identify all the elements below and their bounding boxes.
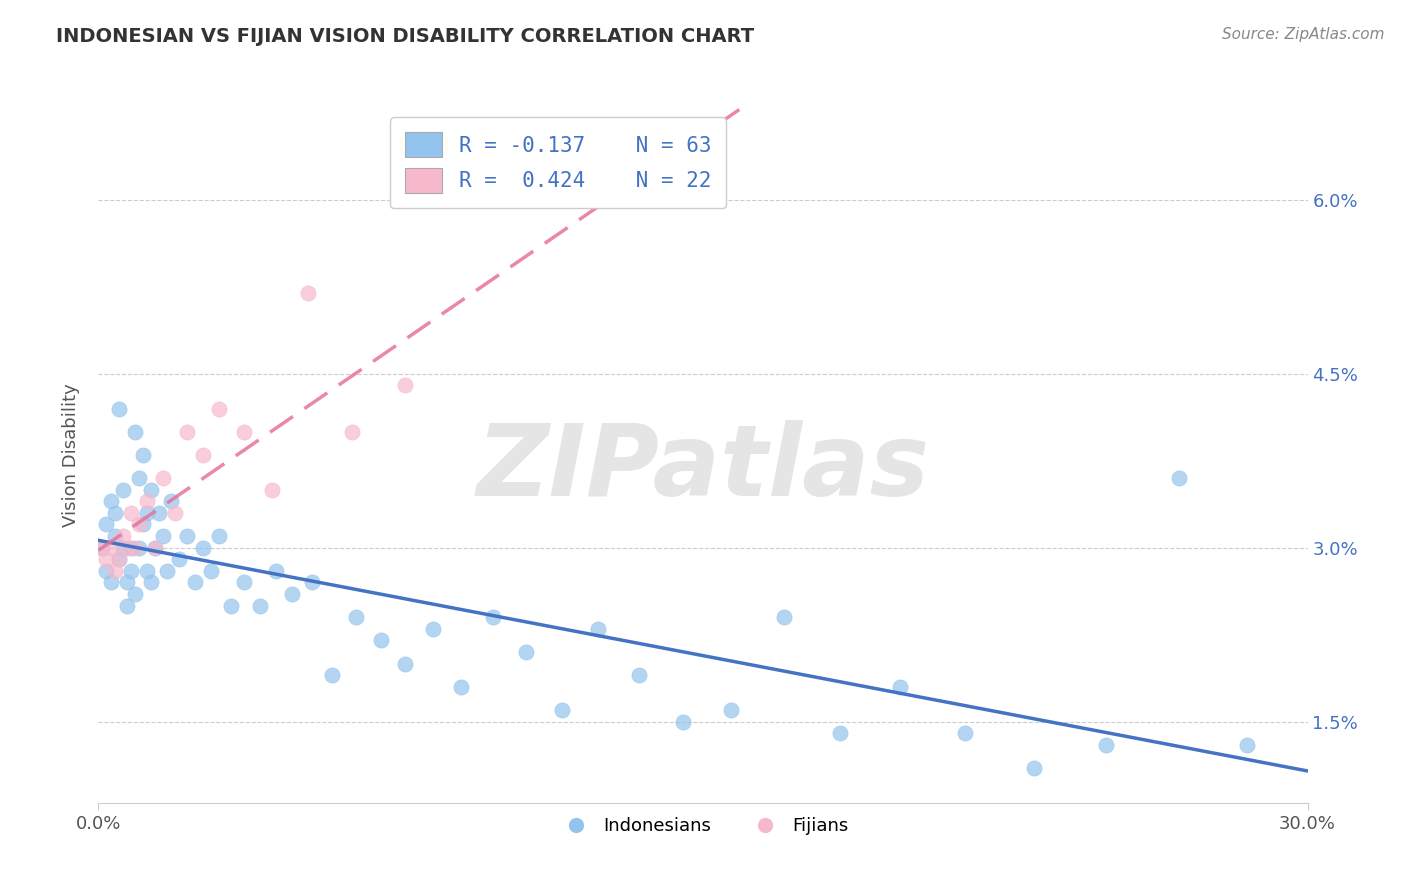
Point bbox=[96, 517, 118, 532]
Point bbox=[124, 425, 146, 439]
Point bbox=[91, 541, 114, 555]
Point bbox=[551, 703, 574, 717]
Point bbox=[107, 552, 129, 566]
Point bbox=[221, 599, 243, 613]
Point bbox=[232, 575, 254, 590]
Point bbox=[672, 714, 695, 729]
Point bbox=[176, 425, 198, 439]
Point bbox=[193, 448, 215, 462]
Point bbox=[128, 517, 150, 532]
Point bbox=[124, 587, 146, 601]
Point bbox=[828, 726, 851, 740]
Point bbox=[135, 506, 157, 520]
Point bbox=[124, 541, 146, 555]
Point bbox=[163, 506, 186, 520]
Point bbox=[1236, 738, 1258, 752]
Y-axis label: Vision Disability: Vision Disability bbox=[62, 383, 80, 527]
Point bbox=[132, 448, 155, 462]
Point bbox=[370, 633, 392, 648]
Text: Source: ZipAtlas.com: Source: ZipAtlas.com bbox=[1222, 27, 1385, 42]
Point bbox=[143, 541, 166, 555]
Point bbox=[96, 552, 118, 566]
Point bbox=[208, 529, 231, 543]
Point bbox=[953, 726, 976, 740]
Point bbox=[128, 471, 150, 485]
Point bbox=[115, 541, 138, 555]
Text: ZIPatlas: ZIPatlas bbox=[477, 420, 929, 517]
Point bbox=[772, 610, 794, 624]
Point bbox=[103, 506, 125, 520]
Point bbox=[176, 529, 198, 543]
Point bbox=[342, 425, 364, 439]
Point bbox=[720, 703, 742, 717]
Point bbox=[152, 529, 174, 543]
Point bbox=[301, 575, 323, 590]
Point bbox=[422, 622, 444, 636]
Point bbox=[264, 564, 287, 578]
Point bbox=[200, 564, 222, 578]
Point bbox=[152, 471, 174, 485]
Point bbox=[249, 599, 271, 613]
Point bbox=[193, 541, 215, 555]
Point bbox=[91, 541, 114, 555]
Point bbox=[260, 483, 283, 497]
Point bbox=[1167, 471, 1189, 485]
Point bbox=[586, 622, 609, 636]
Point bbox=[232, 425, 254, 439]
Point bbox=[184, 575, 207, 590]
Point bbox=[120, 564, 142, 578]
Point bbox=[139, 483, 162, 497]
Point bbox=[281, 587, 304, 601]
Point bbox=[1022, 761, 1045, 775]
Point bbox=[103, 564, 125, 578]
Point bbox=[482, 610, 505, 624]
Point bbox=[156, 564, 179, 578]
Point bbox=[160, 494, 183, 508]
Point bbox=[148, 506, 170, 520]
Point bbox=[515, 645, 537, 659]
Point bbox=[394, 657, 416, 671]
Legend: Indonesians, Fijians: Indonesians, Fijians bbox=[551, 810, 855, 842]
Point bbox=[120, 506, 142, 520]
Point bbox=[115, 599, 138, 613]
Point bbox=[208, 401, 231, 416]
Point bbox=[135, 564, 157, 578]
Point bbox=[167, 552, 190, 566]
Point bbox=[135, 494, 157, 508]
Point bbox=[139, 575, 162, 590]
Point bbox=[321, 668, 343, 682]
Point bbox=[627, 668, 650, 682]
Point bbox=[132, 517, 155, 532]
Point bbox=[1095, 738, 1118, 752]
Point bbox=[143, 541, 166, 555]
Point bbox=[107, 401, 129, 416]
Point bbox=[450, 680, 472, 694]
Point bbox=[115, 575, 138, 590]
Text: INDONESIAN VS FIJIAN VISION DISABILITY CORRELATION CHART: INDONESIAN VS FIJIAN VISION DISABILITY C… bbox=[56, 27, 755, 45]
Point bbox=[889, 680, 911, 694]
Point bbox=[394, 378, 416, 392]
Point bbox=[100, 494, 122, 508]
Point bbox=[100, 575, 122, 590]
Point bbox=[111, 529, 134, 543]
Point bbox=[100, 541, 122, 555]
Point bbox=[128, 541, 150, 555]
Point bbox=[120, 541, 142, 555]
Point bbox=[107, 552, 129, 566]
Point bbox=[111, 483, 134, 497]
Point bbox=[103, 529, 125, 543]
Point bbox=[111, 541, 134, 555]
Point bbox=[96, 564, 118, 578]
Point bbox=[297, 285, 319, 300]
Point bbox=[344, 610, 367, 624]
